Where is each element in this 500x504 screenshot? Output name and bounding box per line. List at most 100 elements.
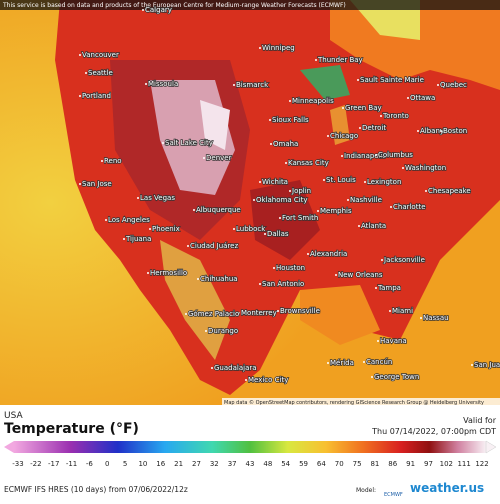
city-dot: [285, 162, 287, 164]
city-dot: [277, 310, 279, 312]
city-dot: [323, 179, 325, 181]
city-label: Gómez Palacio: [188, 310, 239, 318]
city-dot: [363, 361, 365, 363]
region: USA: [4, 411, 23, 421]
city-dot: [245, 379, 247, 381]
hottest: [200, 100, 230, 150]
scale-tick-label: 111: [457, 460, 470, 468]
scale-tick-label: 0: [105, 460, 109, 468]
city-dot: [417, 130, 419, 132]
city-label: Bismarck: [236, 81, 269, 89]
scale-tick-label: 70: [335, 460, 344, 468]
city-dot: [162, 142, 164, 144]
city-dot: [79, 54, 81, 56]
scale-tick-label: 75: [353, 460, 362, 468]
scale-tick-label: 59: [299, 460, 308, 468]
city-label: Vancouver: [82, 51, 119, 59]
city-label: San Juan: [474, 361, 500, 369]
city-dot: [85, 72, 87, 74]
scale-tick-label: 37: [228, 460, 237, 468]
city-label: Charlotte: [393, 203, 426, 211]
city-dot: [185, 313, 187, 315]
city-label: Denver: [206, 154, 232, 162]
city-dot: [273, 267, 275, 269]
header-notice: This service is based on data and produc…: [2, 2, 346, 9]
city-dot: [264, 233, 266, 235]
city-label: Dallas: [267, 230, 289, 238]
scale-tick-label: 86: [388, 460, 397, 468]
city-label: Houston: [276, 264, 305, 272]
city-dot: [105, 219, 107, 221]
attribution: Map data © OpenStreetMap contributors, r…: [224, 399, 484, 406]
lake-michigan: [330, 105, 350, 145]
city-dot: [375, 287, 377, 289]
scale-tick-label: -11: [66, 460, 77, 468]
scale-tick-label: 81: [370, 460, 379, 468]
header-bar: [0, 0, 500, 10]
city-dot: [317, 210, 319, 212]
city-label: Omaha: [273, 140, 298, 148]
city-dot: [289, 100, 291, 102]
city-label: Durango: [208, 327, 238, 335]
city-labels: Calgary Winnipeg Thunder Bay Sault Sainte M…: [79, 5, 500, 385]
city-label: Las Vegas: [140, 194, 175, 202]
city-dot: [407, 97, 409, 99]
city-label: Washington: [405, 164, 446, 172]
scale-tick-label: 122: [475, 460, 488, 468]
city-dot: [402, 167, 404, 169]
city-dot: [358, 225, 360, 227]
scale-tick-label: 10: [138, 460, 147, 468]
city-dot: [341, 155, 343, 157]
city-dot: [147, 272, 149, 274]
scale-tick-label: 54: [281, 460, 290, 468]
scale-tick-label: 21: [174, 460, 183, 468]
city-dot: [371, 376, 373, 378]
gulf: [300, 285, 380, 345]
city-dot: [364, 181, 366, 183]
valid-label: Valid for: [463, 416, 497, 425]
city-dot: [335, 274, 337, 276]
city-label: Wichita: [262, 178, 288, 186]
city-dot: [307, 253, 309, 255]
city-label: Missoula: [148, 80, 178, 88]
city-dot: [211, 367, 213, 369]
city-dot: [203, 157, 205, 159]
brand: weather.us: [410, 481, 484, 495]
city-dot: [259, 47, 261, 49]
city-label: Los Angeles: [108, 216, 150, 224]
city-dot: [149, 228, 151, 230]
scale-tick-label: -22: [30, 460, 41, 468]
city-label: Portland: [82, 92, 111, 100]
city-dot: [269, 119, 271, 121]
city-dot: [197, 278, 199, 280]
scale-arrow-left: [4, 441, 14, 453]
city-label: Phoenix: [152, 225, 180, 233]
city-dot: [380, 115, 382, 117]
scale-tick-label: -17: [48, 460, 59, 468]
hot-plains: [250, 180, 320, 260]
city-label: Albany: [420, 127, 444, 135]
scale-tick-label: 43: [246, 460, 255, 468]
city-label: Ciudad Juárez: [190, 242, 238, 250]
city-label: Kansas City: [288, 159, 329, 167]
footer: USA Temperature (°F) Valid for Thu 07/14…: [0, 406, 500, 500]
city-label: Jacksonville: [383, 256, 425, 264]
model-run: ECMWF IFS HRES (10 days) from 07/06/2022…: [4, 485, 188, 494]
city-label: Monterrey: [241, 309, 277, 317]
city-label: Mexico City: [248, 376, 288, 384]
city-label: Lubbock: [236, 225, 266, 233]
city-label: Quebec: [440, 81, 467, 89]
city-label: Ottawa: [410, 94, 435, 102]
scale-tick-label: 97: [424, 460, 433, 468]
city-label: Oklahoma City: [256, 196, 308, 204]
city-dot: [440, 130, 442, 132]
city-dot: [375, 154, 377, 156]
city-label: Joplin: [291, 187, 311, 195]
city-label: Sault Sainte Marie: [360, 76, 424, 84]
map: This service is based on data and produc…: [0, 0, 500, 406]
city-dot: [187, 245, 189, 247]
city-label: San Antonio: [262, 280, 304, 288]
city-label: Seattle: [88, 69, 113, 77]
scale-tick-label: 102: [440, 460, 453, 468]
city-label: Columbus: [378, 151, 413, 159]
